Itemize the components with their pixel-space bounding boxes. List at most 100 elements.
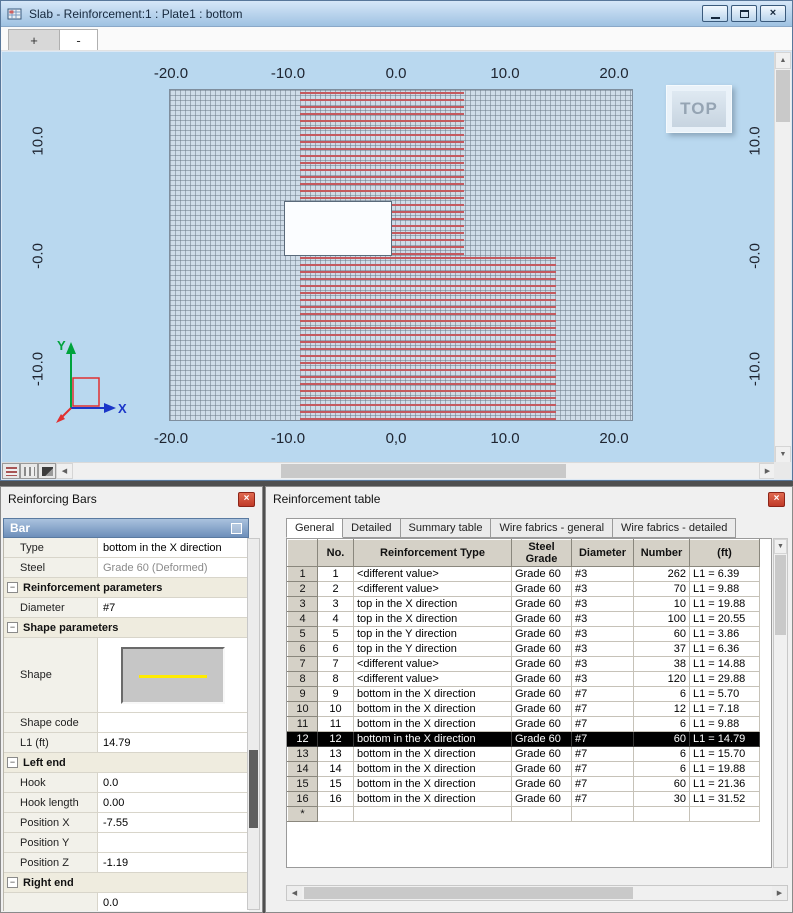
scroll-up-button[interactable]: ▲ (775, 52, 791, 69)
table-cell[interactable]: <different value> (353, 656, 512, 672)
table-cell[interactable]: <different value> (353, 581, 512, 597)
vertical-scroll-thumb[interactable] (776, 70, 790, 122)
table-cell[interactable]: #7 (571, 746, 634, 762)
property-group-left-end[interactable]: − Left end (4, 753, 249, 773)
table-cell[interactable]: bottom in the X direction (353, 701, 512, 717)
property-group-right-end[interactable]: − Right end (4, 873, 249, 893)
canvas-vertical-scrollbar[interactable]: ▲ ▼ (774, 52, 791, 463)
table-cell[interactable]: 37 (633, 641, 690, 657)
table-cell[interactable]: #7 (571, 716, 634, 732)
window-titlebar[interactable]: Slab - Reinforcement:1 : Plate1 : bottom… (1, 1, 792, 27)
collapse-minus-icon[interactable]: − (7, 757, 18, 768)
table-cell[interactable]: L1 = 21.36 (689, 776, 760, 792)
table-cell[interactable]: 8 (317, 671, 354, 687)
table-cell[interactable]: 30 (633, 791, 690, 807)
table-cell[interactable]: 12 (633, 701, 690, 717)
table-cell[interactable]: L1 = 6.36 (689, 641, 760, 657)
table-row[interactable]: 4 4 top in the X direction Grade 60 #3 100 L1 … (287, 611, 760, 627)
table-cell[interactable]: Grade 60 (511, 776, 572, 792)
property-grid-scrollbar[interactable] (247, 538, 260, 910)
table-row[interactable]: 7 7 <different value> Grade 60 #3 38 L1 = 14.8… (287, 656, 760, 672)
table-cell[interactable]: #3 (571, 611, 634, 627)
property-row-shape[interactable]: Shape (4, 638, 249, 713)
row-header[interactable]: 8 (287, 671, 318, 687)
table-cell[interactable]: 12 (317, 731, 354, 747)
table-cell[interactable]: 60 (633, 776, 690, 792)
table-row[interactable]: 8 8 <different value> Grade 60 #3 120 L1 = 29.… (287, 671, 760, 687)
table-cell[interactable]: bottom in the X direction (353, 716, 512, 732)
horizontal-scroll-thumb[interactable] (281, 464, 566, 478)
column-header-ft[interactable]: (ft) (689, 539, 760, 567)
table-cell[interactable]: 6 (633, 716, 690, 732)
table-cell[interactable]: Grade 60 (511, 566, 572, 582)
tab-detailed[interactable]: Detailed (343, 518, 401, 538)
table-cell[interactable]: Grade 60 (511, 626, 572, 642)
table-row[interactable]: 9 9 bottom in the X direction Grade 60 #7 6 L1… (287, 686, 760, 702)
table-row[interactable]: 6 6 top in the Y direction Grade 60 #3 37 L1 =… (287, 641, 760, 657)
table-cell[interactable]: L1 = 5.70 (689, 686, 760, 702)
reinforcement-table-panel-header[interactable]: Reinforcement table × (266, 487, 792, 511)
property-row-shape-code[interactable]: Shape code (4, 713, 249, 733)
row-header[interactable]: 3 (287, 596, 318, 612)
row-header[interactable]: 13 (287, 746, 318, 762)
table-cell[interactable]: 120 (633, 671, 690, 687)
table-horizontal-scroll-thumb[interactable] (304, 887, 633, 899)
table-cell[interactable]: L1 = 9.88 (689, 581, 760, 597)
property-row-position-y[interactable]: Position Y (4, 833, 249, 853)
table-cell[interactable]: 5 (317, 626, 354, 642)
table-row[interactable]: 14 14 bottom in the X direction Grade 60 #7 6… (287, 761, 760, 777)
property-row-hook-length[interactable]: Hook length 0.00 (4, 793, 249, 813)
table-cell[interactable]: 4 (317, 611, 354, 627)
table-cell[interactable]: Grade 60 (511, 671, 572, 687)
row-header[interactable]: 15 (287, 776, 318, 792)
row-header[interactable]: 16 (287, 791, 318, 807)
table-cell[interactable]: 7 (317, 656, 354, 672)
table-cell[interactable]: 6 (317, 641, 354, 657)
table-cell[interactable]: bottom in the X direction (353, 746, 512, 762)
table-scroll-left-button[interactable]: ◀ (287, 886, 302, 900)
column-header-reinforcement-type[interactable]: Reinforcement Type (353, 539, 512, 567)
table-cell[interactable]: #3 (571, 581, 634, 597)
table-cell[interactable]: bottom in the X direction (353, 731, 512, 747)
table-cell[interactable]: 38 (633, 656, 690, 672)
table-cell[interactable]: 13 (317, 746, 354, 762)
shaded-view-button[interactable] (38, 463, 56, 479)
property-row-type[interactable]: Type bottom in the X direction (4, 538, 249, 558)
table-cell[interactable]: Grade 60 (511, 701, 572, 717)
scroll-left-button[interactable]: ◀ (56, 463, 73, 479)
table-cell[interactable]: 262 (633, 566, 690, 582)
table-cell[interactable]: 9 (317, 686, 354, 702)
table-cell[interactable]: Grade 60 (511, 686, 572, 702)
property-value[interactable]: -7.55 (98, 813, 249, 832)
collapse-minus-icon[interactable]: − (7, 582, 18, 593)
table-cell[interactable]: bottom in the X direction (353, 761, 512, 777)
table-cell-empty[interactable] (689, 806, 760, 822)
property-value[interactable]: #7 (98, 598, 249, 617)
collapse-minus-icon[interactable]: − (7, 622, 18, 633)
maximize-button[interactable] (731, 5, 757, 22)
row-header[interactable]: 7 (287, 656, 318, 672)
tab-minus[interactable]: - (60, 29, 98, 50)
table-row[interactable]: 15 15 bottom in the X direction Grade 60 #7 6… (287, 776, 760, 792)
table-cell[interactable]: L1 = 9.88 (689, 716, 760, 732)
table-cell[interactable]: bottom in the X direction (353, 686, 512, 702)
table-cell[interactable]: Grade 60 (511, 731, 572, 747)
property-value[interactable] (98, 713, 249, 732)
property-row-position-x[interactable]: Position X -7.55 (4, 813, 249, 833)
tab-summary-table[interactable]: Summary table (400, 518, 492, 538)
table-cell-empty[interactable] (353, 806, 512, 822)
table-cell-empty[interactable] (571, 806, 634, 822)
table-cell[interactable]: 14 (317, 761, 354, 777)
table-cell[interactable]: L1 = 20.55 (689, 611, 760, 627)
property-row-steel[interactable]: Steel Grade 60 (Deformed) (4, 558, 249, 578)
property-value[interactable]: bottom in the X direction (98, 538, 249, 557)
minimize-button[interactable] (702, 5, 728, 22)
table-cell[interactable]: Grade 60 (511, 716, 572, 732)
table-cell-empty[interactable] (633, 806, 690, 822)
column-header-number[interactable]: Number (633, 539, 690, 567)
table-cell[interactable]: 10 (633, 596, 690, 612)
table-cell[interactable]: #7 (571, 701, 634, 717)
collapse-minus-icon[interactable]: − (7, 877, 18, 888)
property-grid-scroll-thumb[interactable] (249, 749, 258, 828)
table-cell[interactable]: 60 (633, 626, 690, 642)
